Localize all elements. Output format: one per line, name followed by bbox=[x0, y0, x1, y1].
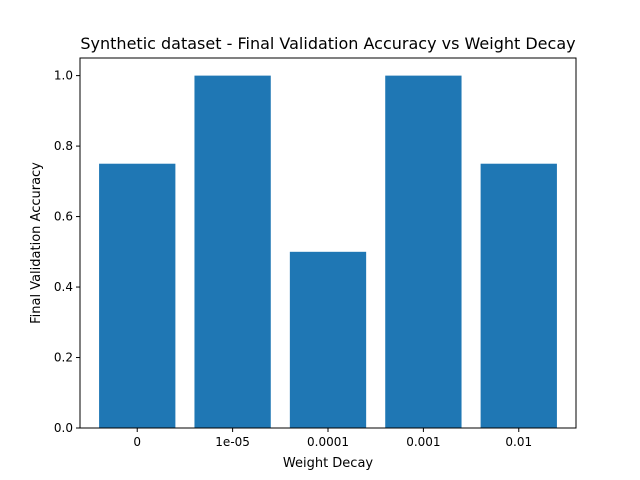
y-tick-label: 1.0 bbox=[54, 69, 73, 83]
y-axis: 0.0 0.2 0.4 0.6 0.8 1.0 bbox=[54, 69, 80, 435]
bar-1e-05 bbox=[194, 75, 271, 428]
y-tick-label: 0.0 bbox=[54, 421, 73, 435]
bar-0.01 bbox=[480, 163, 557, 428]
x-axis: 0 1e-05 0.0001 0.001 0.01 bbox=[133, 428, 532, 449]
bar-0.001 bbox=[385, 75, 462, 428]
bars-group bbox=[99, 75, 557, 428]
bar-0 bbox=[99, 163, 176, 428]
x-axis-label: Weight Decay bbox=[283, 456, 374, 471]
y-tick-label: 0.8 bbox=[54, 139, 73, 153]
x-tick-label: 0.01 bbox=[505, 435, 532, 449]
x-tick-label: 0 bbox=[133, 435, 141, 449]
y-axis-label: Final Validation Accuracy bbox=[29, 162, 44, 324]
y-tick-label: 0.2 bbox=[54, 351, 73, 365]
x-tick-label: 0.0001 bbox=[307, 435, 349, 449]
bar-0.0001 bbox=[289, 251, 367, 428]
plot-frame bbox=[79, 57, 577, 429]
y-tick-label: 0.4 bbox=[54, 280, 73, 294]
x-tick-label: 0.001 bbox=[406, 435, 440, 449]
y-tick-label: 0.6 bbox=[54, 210, 73, 224]
x-tick-label: 1e-05 bbox=[215, 435, 250, 449]
chart-title: Synthetic dataset - Final Validation Acc… bbox=[80, 34, 575, 53]
